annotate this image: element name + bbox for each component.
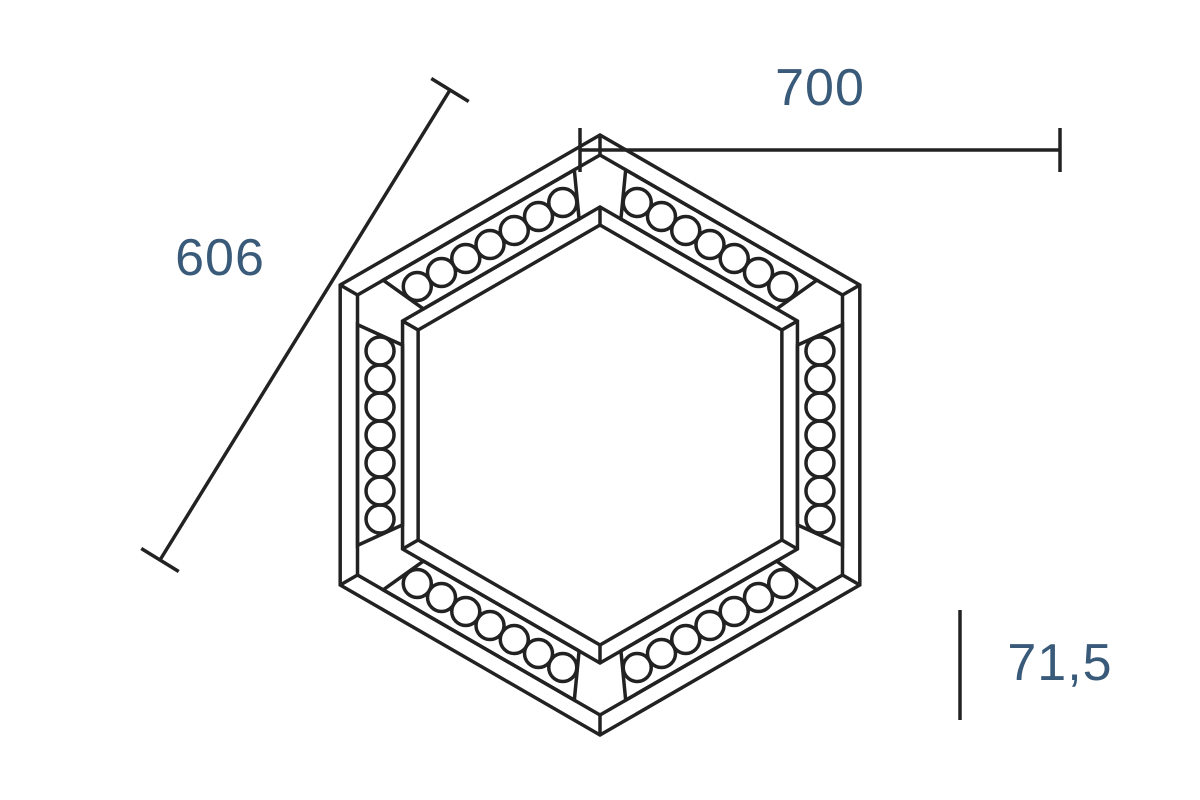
- led-strip-frame: [383, 170, 579, 309]
- led-strip: [383, 170, 579, 309]
- led-dot: [623, 654, 651, 682]
- led-dot: [549, 189, 577, 217]
- technical-drawing: 700 606 71,5: [0, 0, 1200, 800]
- led-strip-frame: [358, 325, 403, 546]
- led-dot: [366, 505, 394, 533]
- led-strip: [621, 561, 817, 700]
- dimension-label-side: 606: [175, 229, 265, 287]
- led-strip: [621, 170, 817, 309]
- hex-inner-joint: [782, 540, 798, 549]
- hex-inner-joint: [403, 540, 419, 549]
- led-strip-frame: [621, 170, 817, 309]
- led-dot: [806, 477, 834, 505]
- led-dot: [366, 365, 394, 393]
- hex-joint: [842, 575, 859, 585]
- dimension-label-depth: 71,5: [1007, 634, 1112, 692]
- led-dot: [806, 337, 834, 365]
- led-dot: [366, 421, 394, 449]
- hex-joint: [340, 285, 357, 295]
- led-strip-frame: [797, 325, 842, 546]
- hex-strip-inner: [403, 207, 798, 663]
- led-dot: [769, 273, 797, 301]
- led-dot: [403, 570, 431, 598]
- led-dot: [366, 477, 394, 505]
- dimension-label-width: 700: [775, 59, 865, 117]
- led-dot: [366, 337, 394, 365]
- led-dot: [806, 365, 834, 393]
- led-dot: [806, 393, 834, 421]
- led-dot: [806, 421, 834, 449]
- hex-inner-joint: [403, 321, 419, 330]
- hex-inner-joint: [782, 321, 798, 330]
- led-dot: [806, 505, 834, 533]
- led-dot: [806, 449, 834, 477]
- led-strip: [797, 325, 842, 546]
- led-strip: [383, 561, 579, 700]
- hex-joint: [842, 285, 859, 295]
- hex-strip-outer: [358, 155, 843, 715]
- led-strip-frame: [383, 561, 579, 700]
- led-dot: [366, 449, 394, 477]
- led-dot: [366, 393, 394, 421]
- hex-joint: [340, 575, 357, 585]
- hex-inner: [418, 225, 782, 645]
- led-strip: [358, 325, 403, 546]
- led-strip-frame: [621, 561, 817, 700]
- hexagon-fixture: [340, 135, 860, 735]
